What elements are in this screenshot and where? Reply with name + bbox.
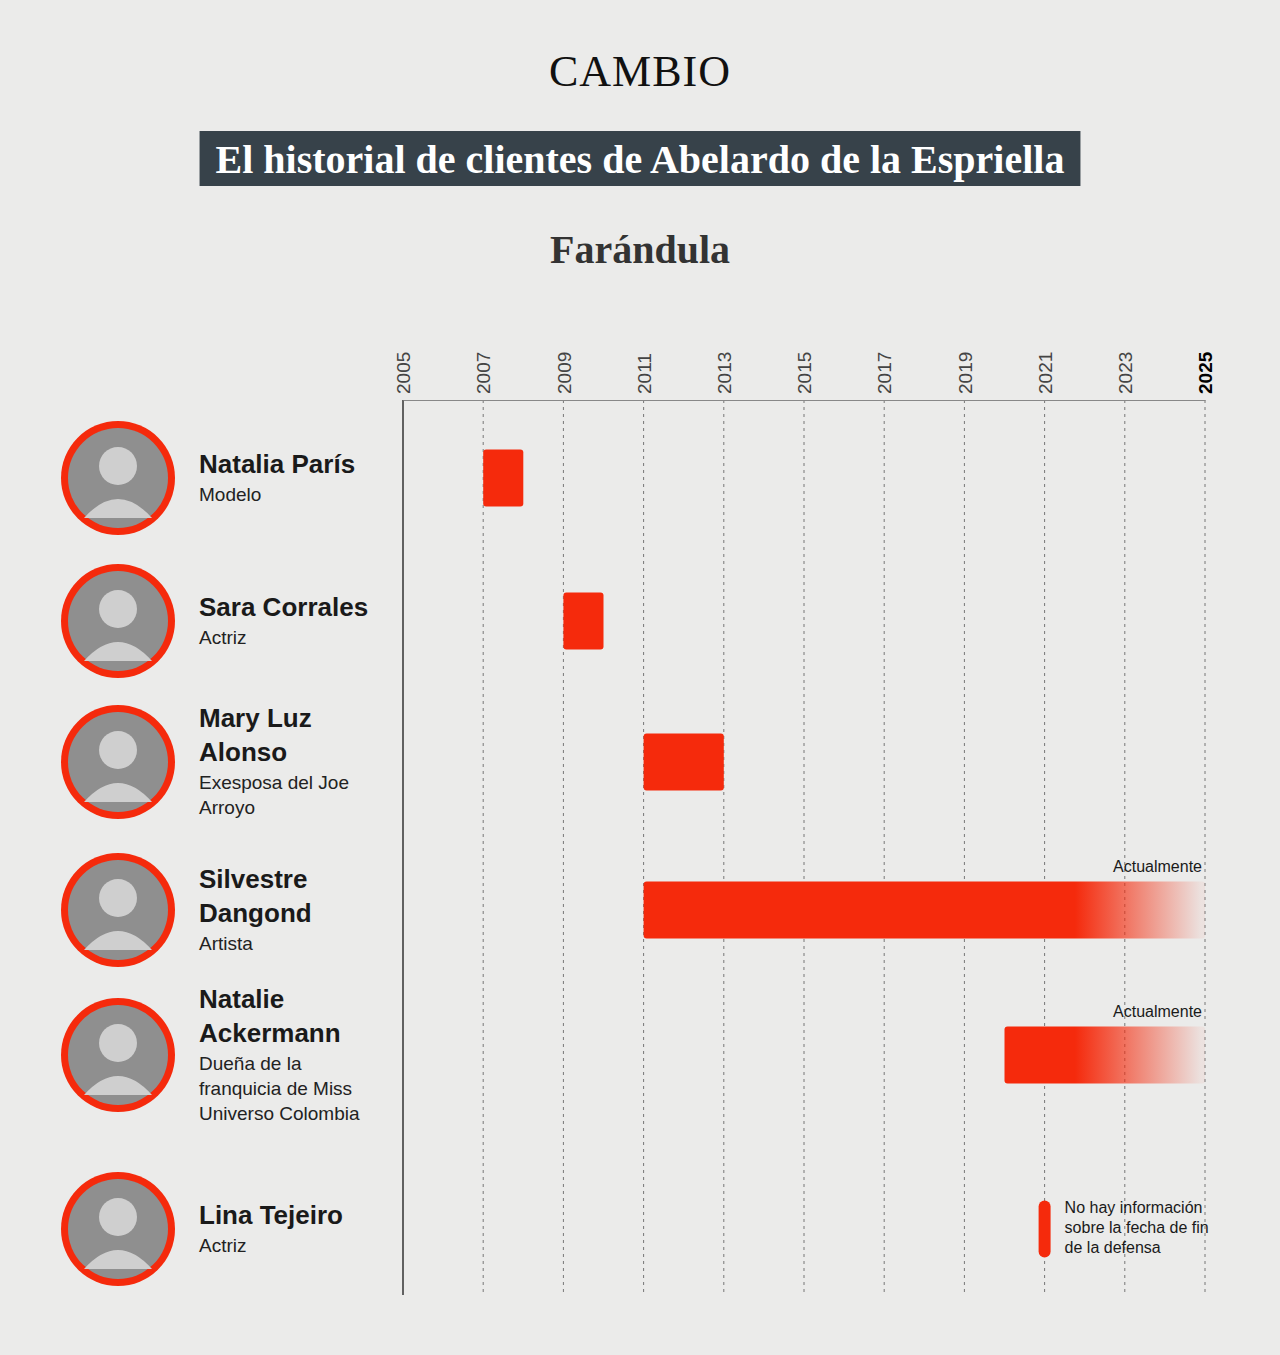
avatar-body bbox=[84, 783, 152, 802]
grid bbox=[403, 400, 1205, 1295]
avatar-ring bbox=[61, 705, 175, 819]
bar bbox=[563, 593, 603, 650]
grid-line bbox=[723, 400, 724, 1295]
bar bbox=[644, 882, 1205, 939]
avatar-body bbox=[84, 1250, 152, 1269]
tick: 2017 bbox=[874, 352, 895, 400]
tick: 2009 bbox=[554, 352, 575, 400]
tick-label: 2017 bbox=[874, 352, 895, 394]
grid-line bbox=[804, 400, 805, 1295]
tick: 2011 bbox=[634, 353, 655, 400]
bars bbox=[483, 450, 1205, 1258]
category-label: Sara Corrales bbox=[199, 592, 368, 622]
note: No hay informaciónsobre la fecha de find… bbox=[1065, 1199, 1209, 1256]
grid-line bbox=[884, 400, 885, 1295]
role-label: Exesposa del JoeArroyo bbox=[199, 772, 349, 818]
avatar-head bbox=[99, 447, 137, 485]
tick-label: 2009 bbox=[554, 352, 575, 394]
tick: 2025 bbox=[1195, 351, 1216, 400]
avatar bbox=[68, 712, 168, 812]
tick-label: 2025 bbox=[1195, 351, 1216, 394]
avatar-head bbox=[99, 731, 137, 769]
axis-line bbox=[404, 400, 1206, 401]
end-label: Actualmente bbox=[1113, 1003, 1202, 1020]
bar bbox=[644, 734, 724, 791]
tick-label: 2013 bbox=[714, 352, 735, 394]
avatar bbox=[68, 571, 168, 671]
avatar-body bbox=[84, 642, 152, 661]
tick: 2013 bbox=[714, 352, 735, 400]
tick: 2021 bbox=[1035, 352, 1056, 400]
chart: CAMBIO El historial de clientes de Abelar… bbox=[0, 0, 1280, 1355]
tick: 2005 bbox=[393, 352, 414, 400]
grid-line bbox=[402, 400, 404, 1295]
avatar-head bbox=[99, 590, 137, 628]
avatar bbox=[68, 428, 168, 528]
avatar-ring bbox=[61, 421, 175, 535]
avatar-ring bbox=[61, 1172, 175, 1286]
tick-label: 2015 bbox=[794, 352, 815, 394]
category-label: SilvestreDangond bbox=[199, 864, 312, 928]
grid-line bbox=[563, 400, 564, 1295]
x-axis: 2005 2007 2009 2011 2013 2015 2017 2019 2021 2023… bbox=[393, 351, 1216, 400]
role-label: Dueña de lafranquicia de MissUniverso Co… bbox=[199, 1053, 360, 1124]
start-marker bbox=[1039, 1201, 1051, 1258]
header: CAMBIO bbox=[549, 47, 731, 96]
avatar-head bbox=[99, 879, 137, 917]
role-label: Actriz bbox=[199, 1235, 247, 1256]
tick: 2015 bbox=[794, 352, 815, 400]
role-label: Artista bbox=[199, 933, 253, 954]
avatar-head bbox=[99, 1198, 137, 1236]
title-band bbox=[200, 131, 1081, 186]
title: El historial de clientes de Abelardo de … bbox=[216, 137, 1065, 182]
role-label: Modelo bbox=[199, 484, 261, 505]
grid-line bbox=[1044, 400, 1045, 1295]
avatar bbox=[68, 1179, 168, 1279]
avatar-body bbox=[84, 931, 152, 950]
tick-label: 2019 bbox=[955, 352, 976, 394]
grid-line bbox=[1205, 400, 1206, 1295]
bar bbox=[1005, 1027, 1206, 1084]
tick-label: 2023 bbox=[1115, 352, 1136, 394]
tick-label: 2011 bbox=[634, 353, 655, 394]
labels: Natalia París Modelo Sara Corrales Actriz Ma… bbox=[199, 449, 1209, 1257]
category-label: Mary LuzAlonso bbox=[199, 703, 312, 767]
avatar bbox=[68, 860, 168, 960]
avatar-head bbox=[99, 1024, 137, 1062]
avatar-ring bbox=[61, 853, 175, 967]
tick: 2019 bbox=[955, 352, 976, 400]
bar bbox=[483, 450, 523, 507]
subtitle: Farándula bbox=[550, 227, 730, 272]
grid-line bbox=[1124, 400, 1125, 1295]
grid-line bbox=[643, 400, 644, 1295]
tick: 2007 bbox=[473, 352, 494, 400]
category-label: NatalieAckermann bbox=[199, 984, 341, 1048]
avatar-ring bbox=[61, 998, 175, 1112]
grid-line bbox=[483, 400, 484, 1295]
background bbox=[0, 0, 1280, 1355]
avatar-body bbox=[84, 1076, 152, 1095]
tick-label: 2021 bbox=[1035, 352, 1056, 394]
end-label: Actualmente bbox=[1113, 858, 1202, 875]
tick-label: 2007 bbox=[473, 352, 494, 394]
avatar-body bbox=[84, 499, 152, 518]
tick: 2023 bbox=[1115, 352, 1136, 400]
avatar-ring bbox=[61, 564, 175, 678]
grid-line bbox=[964, 400, 965, 1295]
avatar bbox=[68, 1005, 168, 1105]
category-label: Lina Tejeiro bbox=[199, 1200, 343, 1230]
category-label: Natalia París bbox=[199, 449, 355, 479]
role-label: Actriz bbox=[199, 627, 247, 648]
tick-label: 2005 bbox=[393, 352, 414, 394]
